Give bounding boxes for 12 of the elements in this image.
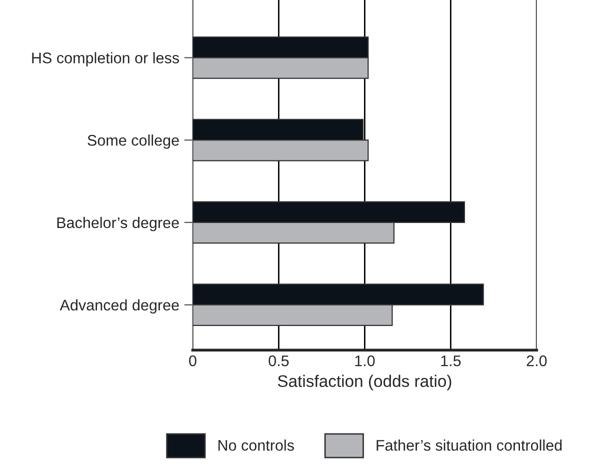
- y-tick-label: Advanced degree: [60, 299, 179, 314]
- y-tick-label: HS completion or less: [32, 52, 179, 66]
- x-tick-label: 0.5: [268, 355, 289, 366]
- x-tick-label: 2.0: [526, 355, 547, 366]
- x-tick-label: 1.0: [355, 355, 375, 366]
- x-tick-label: 0: [189, 355, 196, 366]
- y-tick-label: Bachelor’s degree: [57, 216, 179, 232]
- legend-label: No controls: [218, 440, 294, 451]
- y-tick-label: Some college: [88, 134, 179, 149]
- x-tick-label: 1.5: [441, 356, 461, 366]
- legend-label: Father’s situation controlled: [376, 440, 562, 451]
- x-axis-title: Satisfaction (odds ratio): [278, 374, 452, 390]
